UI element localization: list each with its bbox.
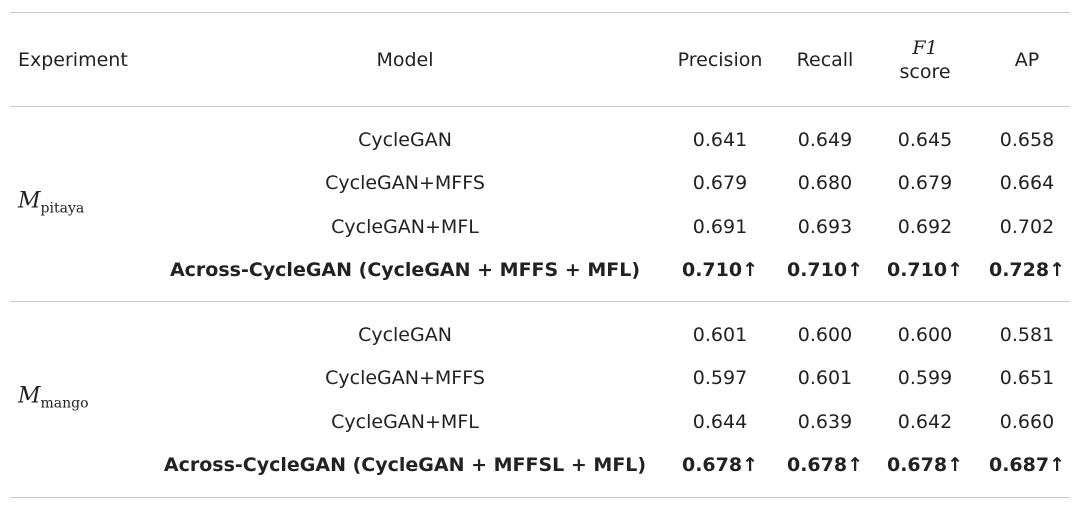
value-cell: 0.678↑: [681, 453, 759, 476]
model-cell: CycleGAN+MFFS: [325, 367, 485, 390]
model-cell: Across-CycleGAN (CycleGAN + MFFS + MFL): [169, 258, 641, 281]
model-cell: CycleGAN+MFL: [331, 215, 479, 238]
column-header: Recall: [796, 49, 854, 71]
value-cell: 0.641: [692, 129, 748, 151]
value-cell: 0.693: [797, 215, 853, 238]
value-cell: 0.678↑: [786, 453, 864, 476]
column-header: Model: [376, 49, 434, 71]
value-cell: 0.664: [999, 172, 1055, 195]
value-cell: 0.642: [897, 410, 953, 433]
value-cell: 0.644: [692, 410, 748, 433]
value-cell: 0.600: [797, 324, 853, 346]
value-cell: 0.687↑: [988, 453, 1066, 476]
value-cell: 0.597: [692, 367, 748, 390]
experiment-label: Mmango: [18, 384, 89, 415]
value-cell: 0.645: [897, 129, 953, 151]
value-cell: 0.651: [999, 367, 1055, 390]
model-cell: CycleGAN: [358, 324, 452, 346]
top-rule: [10, 12, 1070, 13]
model-cell: Across-CycleGAN (CycleGAN + MFFSL + MFL): [163, 453, 647, 476]
bottom-rule: [10, 497, 1070, 498]
text: F1: [912, 37, 938, 59]
text: mango: [40, 395, 89, 412]
value-cell: 0.658: [999, 129, 1055, 151]
value-cell: 0.639: [797, 410, 853, 433]
value-cell: 0.678↑: [886, 453, 964, 476]
header-rule: [10, 106, 1070, 107]
value-cell: 0.600: [897, 324, 953, 346]
text: M: [18, 383, 41, 409]
value-cell: 0.710↑: [681, 258, 759, 281]
column-header: Experiment: [18, 49, 128, 71]
value-cell: 0.679: [897, 172, 953, 195]
text: pitaya: [40, 200, 85, 217]
column-header: Precision: [677, 49, 763, 71]
model-cell: CycleGAN+MFL: [331, 410, 479, 433]
value-cell: 0.691: [692, 215, 748, 238]
value-cell: 0.680: [797, 172, 853, 195]
experiment-label: Mpitaya: [18, 189, 84, 220]
value-cell: 0.599: [897, 367, 953, 390]
model-cell: CycleGAN+MFFS: [325, 172, 485, 195]
model-cell: CycleGAN: [358, 129, 452, 151]
group-rule: [10, 301, 1070, 302]
value-cell: 0.679: [692, 172, 748, 195]
column-header: F1 score: [899, 36, 950, 84]
value-cell: 0.581: [999, 324, 1055, 346]
value-cell: 0.692: [897, 215, 953, 238]
text: M: [18, 188, 41, 214]
value-cell: 0.728↑: [988, 258, 1066, 281]
text: score: [899, 61, 951, 83]
column-header: AP: [1014, 49, 1040, 71]
value-cell: 0.660: [999, 410, 1055, 433]
value-cell: 0.710↑: [786, 258, 864, 281]
value-cell: 0.702: [999, 215, 1055, 238]
value-cell: 0.649: [797, 129, 853, 151]
value-cell: 0.710↑: [886, 258, 964, 281]
value-cell: 0.601: [797, 367, 853, 390]
value-cell: 0.601: [692, 324, 748, 346]
